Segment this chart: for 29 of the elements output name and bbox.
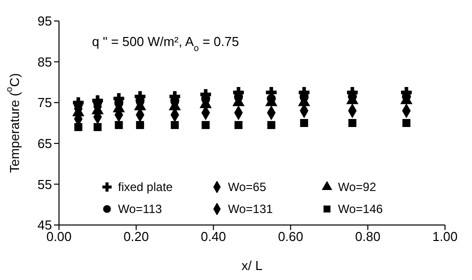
legend-label: Wo=113 [118,202,162,216]
x-tick-label: 0.80 [355,229,380,244]
point [114,121,123,130]
point [170,121,179,130]
point [300,119,308,127]
point [267,121,276,130]
point [74,123,82,132]
point [234,121,242,130]
point [402,119,410,127]
legend-label: Wo=92 [338,180,376,194]
y-tick-label: 65 [38,136,52,152]
point [94,123,102,132]
x-tick-label: 1.00 [432,229,458,244]
legend-label: Wo=146 [338,202,383,216]
point [202,121,210,130]
legend-label: fixed plate [118,180,173,194]
annotation: q " = 500 W/m², A$_{o}$ = 0.75 [92,34,239,53]
x-tick-label: 0.20 [124,229,149,244]
x-tick-label: 0.40 [200,229,226,244]
y-tick-label: 55 [38,176,52,192]
legend-label: Wo=131 [228,202,273,216]
x-tick-label: 0.60 [278,229,304,244]
y-tick-label: 75 [38,95,52,110]
legend-label: Wo=65 [228,180,266,194]
y-tick-label: 85 [38,54,52,70]
x-axis-title: x/ L [242,258,262,273]
point [136,121,144,130]
point [348,119,356,127]
y-tick-label: 95 [38,14,52,29]
